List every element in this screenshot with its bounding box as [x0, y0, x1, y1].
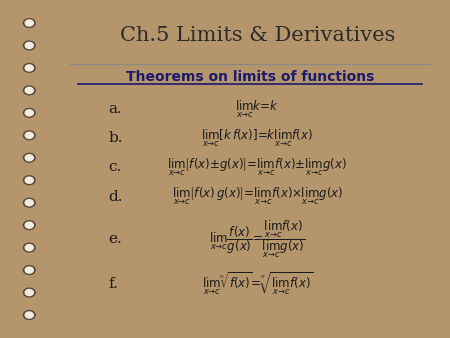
Text: $\lim_{x \to c} k = k$: $\lim_{x \to c} k = k$ [235, 98, 279, 120]
Text: f.: f. [108, 277, 118, 291]
Text: d.: d. [108, 190, 123, 203]
Text: e.: e. [108, 232, 122, 246]
Text: c.: c. [108, 160, 122, 174]
Text: $\lim_{x \to c}\left[f(x)\,g(x)\right] = \lim_{x \to c} f(x) \times \lim_{x \to : $\lim_{x \to c}\left[f(x)\,g(x)\right] =… [171, 186, 343, 207]
Text: $\lim_{x \to c}\left[k\,f(x)\right] = k\lim_{x \to c} f(x)$: $\lim_{x \to c}\left[k\,f(x)\right] = k\… [202, 128, 313, 149]
Text: $\lim_{x \to c}\dfrac{f(x)}{g(x)} = \dfrac{\lim_{x \to c} f(x)}{\lim_{x \to c} g: $\lim_{x \to c}\dfrac{f(x)}{g(x)} = \dfr… [209, 218, 306, 260]
Text: $\lim_{x \to c}\left[f(x) \pm g(x)\right] = \lim_{x \to c} f(x) \pm \lim_{x \to : $\lim_{x \to c}\left[f(x) \pm g(x)\right… [167, 157, 347, 178]
Text: Ch.5 Limits & Derivatives: Ch.5 Limits & Derivatives [120, 26, 395, 46]
Text: b.: b. [108, 131, 123, 145]
Text: Theorems on limits of functions: Theorems on limits of functions [126, 70, 374, 83]
Text: a.: a. [108, 102, 122, 116]
Text: $\lim_{x \to c}\sqrt[n]{f(x)} = \sqrt[n]{\lim_{x \to c} f(x)}$: $\lim_{x \to c}\sqrt[n]{f(x)} = \sqrt[n]… [202, 271, 313, 298]
